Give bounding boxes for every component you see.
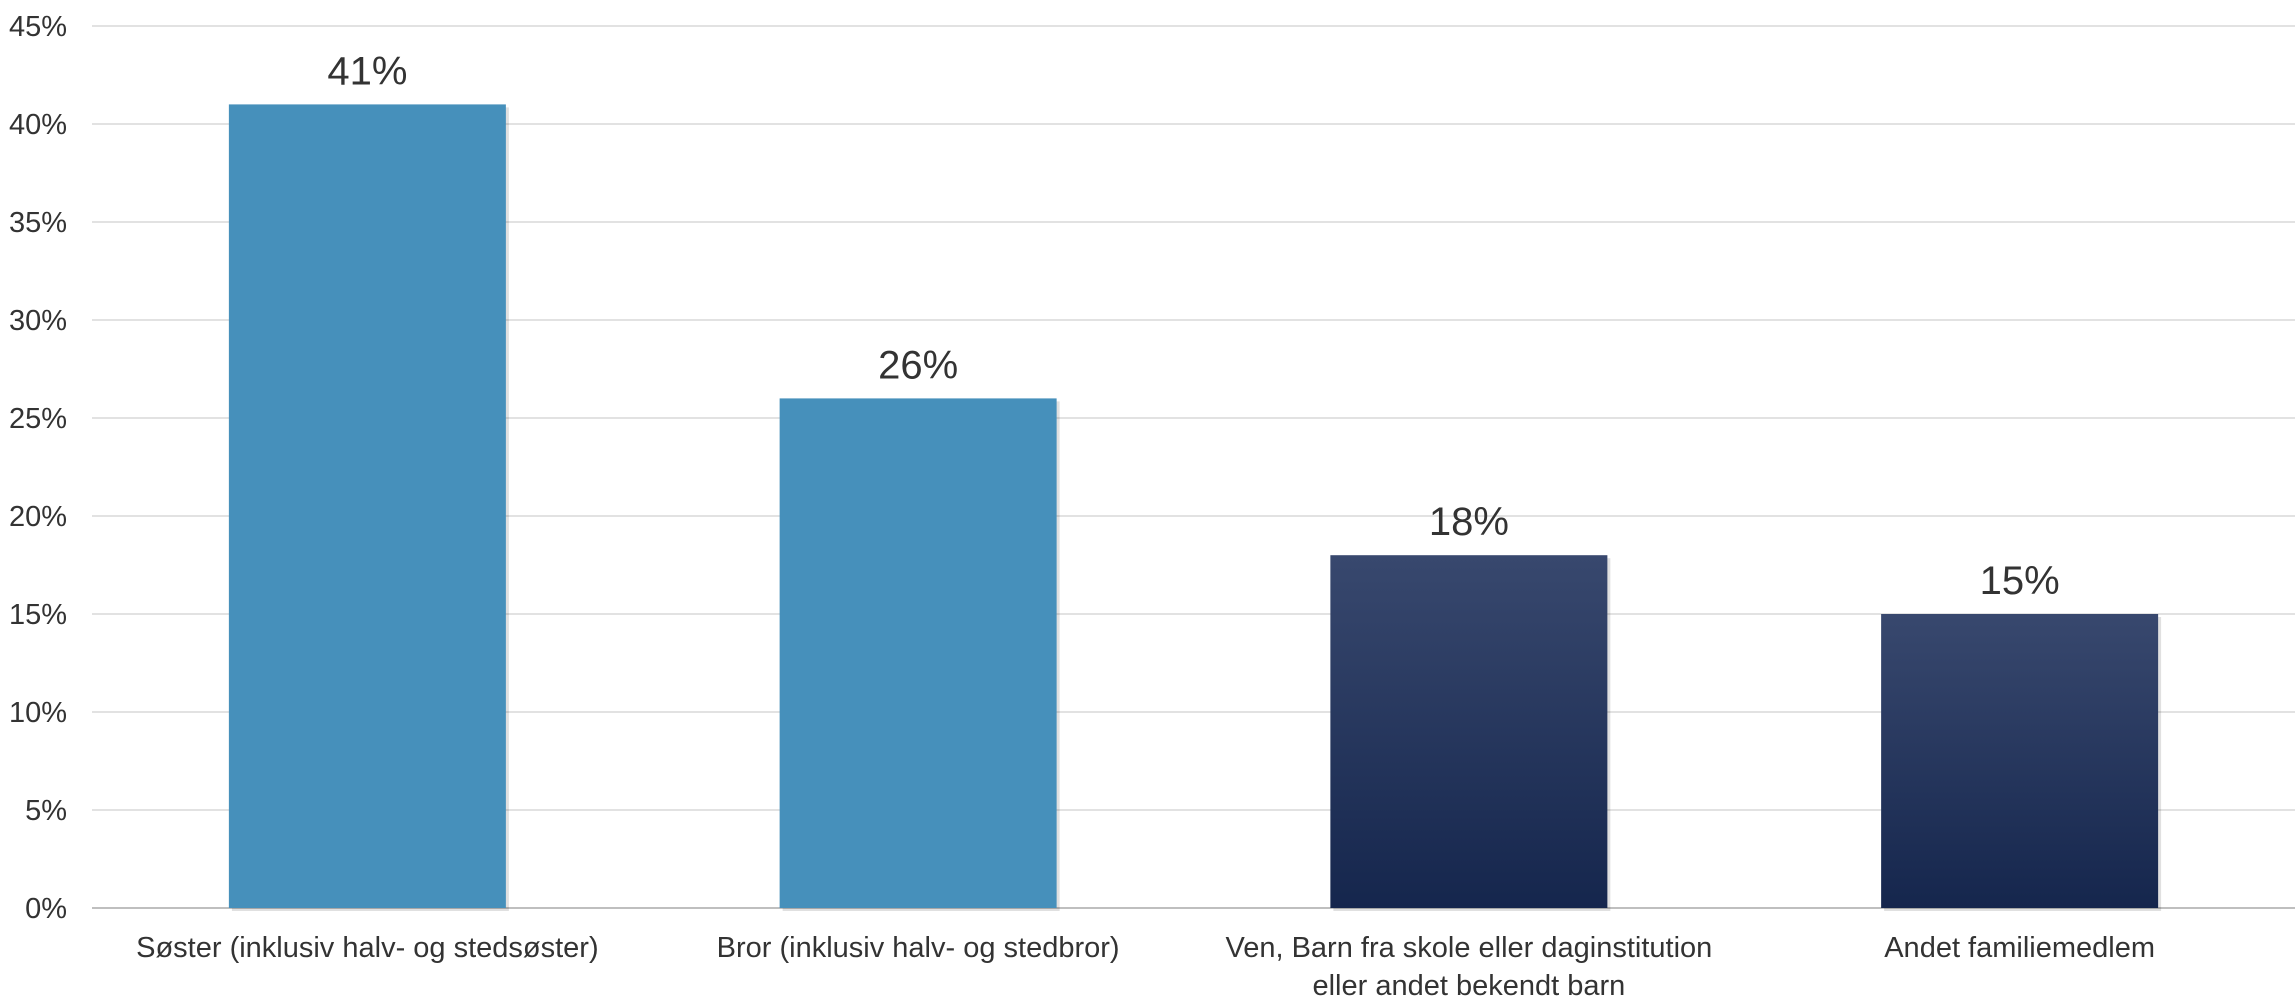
data-label: 15%: [1980, 559, 2060, 603]
bar: [1330, 555, 1608, 908]
y-tick-label: 25%: [9, 403, 67, 435]
data-label: 18%: [1429, 500, 1509, 544]
bars: [228, 104, 2162, 911]
bar: [1881, 614, 2159, 908]
y-tick-label: 10%: [9, 697, 67, 729]
x-tick-label: Andet familiemedlem: [1884, 932, 2155, 964]
y-tick-label: 0%: [25, 893, 67, 925]
y-tick-label: 35%: [9, 207, 67, 239]
bar: [779, 398, 1057, 908]
y-tick-label: 20%: [9, 501, 67, 533]
y-tick-label: 40%: [9, 109, 67, 141]
x-tick-label: Søster (inklusiv halv- og stedsøster): [136, 932, 599, 964]
data-label: 41%: [327, 49, 407, 93]
x-tick-label: Ven, Barn fra skole eller daginstitution…: [1225, 932, 1712, 1000]
y-tick-label: 45%: [9, 11, 67, 43]
y-tick-label: 30%: [9, 305, 67, 337]
y-tick-label: 5%: [25, 795, 67, 827]
labels: 0% 5% 10% 15% 20% 25% 30% 35% 40% 45% 41% Søster (i…: [9, 11, 2155, 1000]
data-label: 26%: [878, 343, 958, 387]
y-tick-label: 15%: [9, 599, 67, 631]
bar: [228, 104, 506, 908]
x-tick-label: Bror (inklusiv halv- og stedbror): [717, 932, 1120, 964]
